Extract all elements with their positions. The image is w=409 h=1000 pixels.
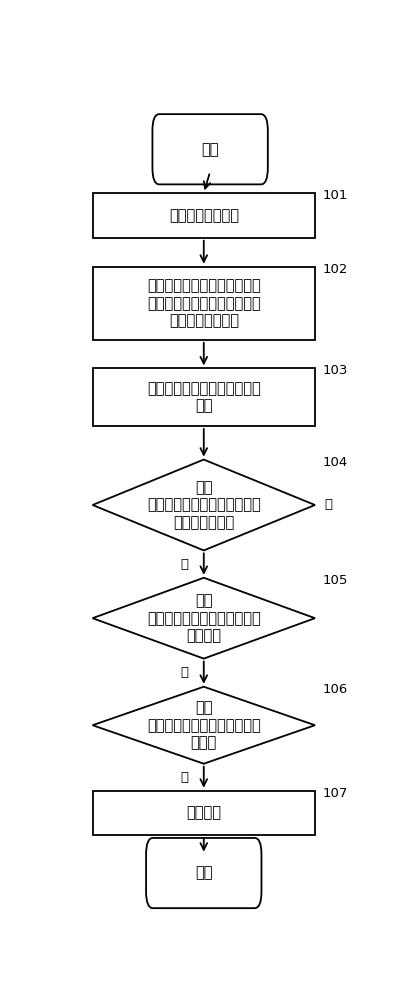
Text: 104: 104 [322, 456, 347, 469]
Text: 107: 107 [322, 787, 348, 800]
Bar [92, 267, 314, 340]
Text: 105: 105 [322, 574, 348, 587]
Bar [92, 791, 314, 835]
Text: 开始: 开始 [201, 142, 218, 157]
Text: 结束: 结束 [195, 866, 212, 881]
Text: 判断
连续两次检测到的图标信息是
否一致: 判断 连续两次检测到的图标信息是 否一致 [146, 700, 260, 750]
Text: 101: 101 [322, 189, 348, 202]
FancyBboxPatch shape [146, 838, 261, 908]
Text: 102: 102 [322, 263, 348, 276]
Text: 判断
检测到的图标信息的个数是否
达到预设的数目: 判断 检测到的图标信息的个数是否 达到预设的数目 [146, 480, 260, 530]
Polygon shape [92, 460, 314, 550]
Text: 提供初始加密界面: 提供初始加密界面 [169, 208, 238, 223]
Polygon shape [92, 578, 314, 659]
Polygon shape [92, 687, 314, 764]
Text: 判断
提供初始加密界面的次数是否
达到两次: 判断 提供初始加密界面的次数是否 达到两次 [146, 593, 260, 643]
Text: 否: 否 [324, 498, 332, 512]
Text: 加密成功: 加密成功 [186, 806, 221, 820]
Text: 103: 103 [322, 364, 348, 377]
Text: 106: 106 [322, 683, 347, 696]
Text: 是: 是 [180, 771, 188, 784]
FancyBboxPatch shape [152, 114, 267, 184]
Text: 是: 是 [180, 558, 188, 571]
Bar [92, 368, 314, 426]
Bar [92, 193, 314, 238]
Text: 是: 是 [180, 666, 188, 679]
Text: 检测加密界面中被锁定的图标
信息: 检测加密界面中被锁定的图标 信息 [146, 381, 260, 413]
Text: 根据用户的加密操作，对初始
加密界面中的图标进行锁定处
理，得到加密界面: 根据用户的加密操作，对初始 加密界面中的图标进行锁定处 理，得到加密界面 [146, 278, 260, 328]
